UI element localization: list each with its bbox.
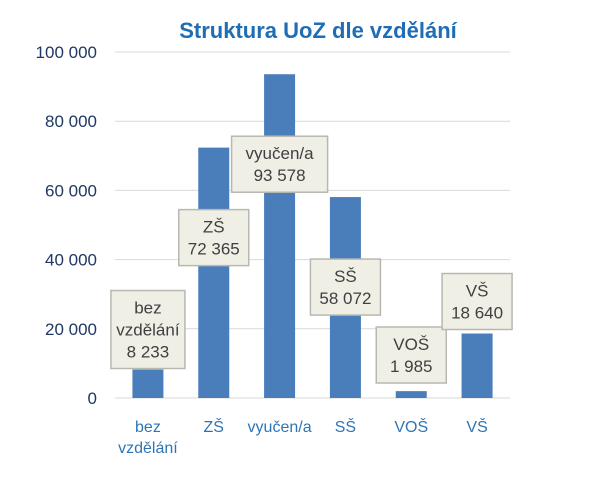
- y-tick-label: 100 000: [36, 43, 97, 62]
- data-label: VŠ 18 640: [441, 272, 513, 331]
- data-label-value: 1 985: [390, 357, 433, 376]
- data-label: vyučen/a 93 578: [230, 135, 329, 193]
- data-label: VOŠ 1 985: [375, 326, 447, 384]
- x-axis: bez vzdělání ZŠ vyučen/a SŠ VOŠ VŠ: [118, 417, 488, 457]
- data-label-box: [441, 272, 513, 331]
- x-tick-label: SŠ: [335, 417, 356, 436]
- data-label: SŠ 58 072: [309, 258, 382, 316]
- y-tick-label: 20 000: [45, 320, 97, 339]
- data-label-value: 93 578: [254, 166, 306, 185]
- y-tick-label: 0: [88, 389, 97, 408]
- x-tick-label: vyučen/a: [248, 419, 312, 436]
- data-label-box: [110, 289, 186, 370]
- bar: [461, 333, 493, 398]
- data-label-value: 72 365: [188, 240, 240, 259]
- y-axis: 0 20 000 40 000 60 000 80 000 100 000: [36, 43, 97, 408]
- data-label-name: vzdělání: [116, 321, 180, 340]
- data-label-box: [230, 135, 329, 193]
- data-labels: bez vzdělání 8 233 ZŠ 72 365 vyučen/a 93 578 SŠ…: [110, 135, 513, 384]
- data-label: bez vzdělání 8 233: [110, 289, 186, 370]
- data-label-value: 18 640: [451, 304, 503, 323]
- x-tick-label: bez: [135, 419, 161, 436]
- data-label-value: 58 072: [319, 289, 371, 308]
- data-label-name: VŠ: [466, 282, 489, 301]
- x-tick-label: VOŠ: [394, 417, 428, 436]
- data-label-name: SŠ: [334, 267, 357, 286]
- x-tick-label: vzdělání: [118, 440, 178, 457]
- data-label-box: [309, 258, 382, 316]
- bar: [264, 74, 296, 398]
- y-tick-label: 60 000: [45, 181, 97, 200]
- data-label-name: vyučen/a: [246, 144, 315, 163]
- bar: [395, 391, 427, 398]
- chart-title: Struktura UoZ dle vzdělání: [179, 18, 457, 43]
- data-label-name: ZŠ: [203, 218, 225, 237]
- bar: [132, 369, 164, 398]
- x-tick-label: VŠ: [466, 417, 487, 436]
- y-tick-label: 80 000: [45, 112, 97, 131]
- data-label-name: VOŠ: [393, 335, 429, 354]
- y-tick-label: 40 000: [45, 251, 97, 270]
- bar: [198, 147, 230, 398]
- data-label-box: [178, 208, 250, 267]
- data-label-name: bez: [134, 299, 161, 318]
- data-label: ZŠ 72 365: [178, 208, 250, 267]
- data-label-box: [375, 326, 447, 384]
- data-label-value: 8 233: [127, 343, 170, 362]
- x-tick-label: ZŠ: [204, 417, 224, 436]
